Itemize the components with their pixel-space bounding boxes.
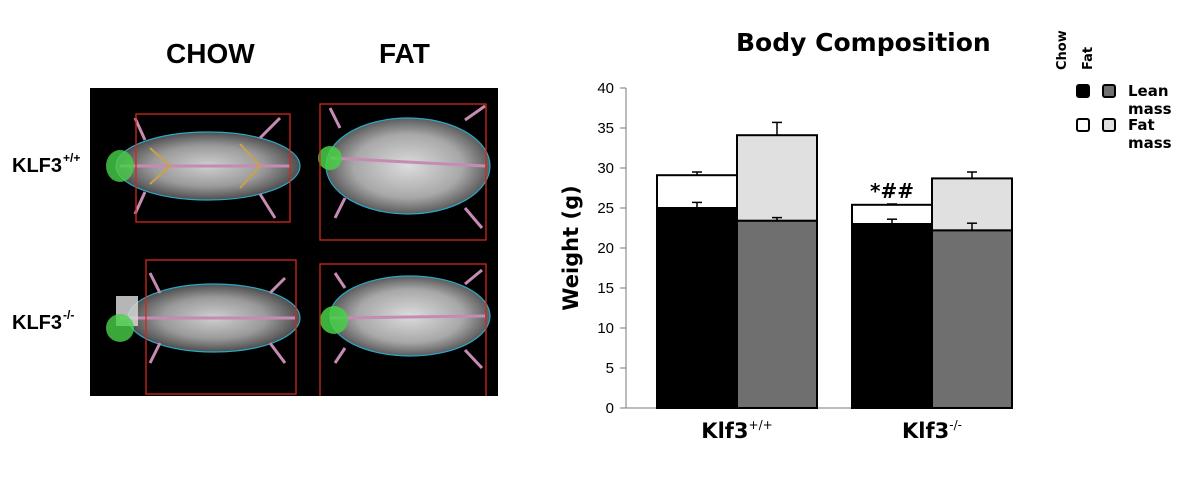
bar-lean-mass-wildtype-fat [736, 219, 818, 409]
dexa-scan-image [90, 88, 498, 396]
col-label-fat: FAT [379, 38, 430, 69]
y-tick-label: 30 [597, 160, 614, 177]
row-label-knockout: KLF3-/- [12, 308, 74, 335]
legend-swatch-fat-lean [1102, 84, 1116, 98]
y-axis-label: Weight (g) [559, 185, 583, 310]
chart-title: Body Composition [736, 28, 991, 57]
y-tick-label: 20 [597, 240, 614, 257]
y-tick-label: 25 [597, 200, 614, 217]
mouse-chow-wildtype [106, 113, 301, 223]
x-tick-label-knockout: Klf3-/- [902, 418, 962, 443]
legend-label-fat: Fat mass [1128, 116, 1172, 152]
dexa-scan-svg [90, 88, 498, 396]
y-tick-label: 0 [606, 400, 614, 417]
y-tick-label: 10 [597, 320, 614, 337]
row-label-knockout-sup: -/- [63, 308, 75, 322]
y-tick-label: 15 [597, 280, 614, 297]
legend-head-fat: Fat [1081, 46, 1096, 70]
mouse-fat-wildtype [318, 103, 491, 241]
legend-label-lean: Lean mass [1128, 82, 1172, 118]
bar-fat-mass-wildtype-fat [736, 134, 818, 222]
legend-head-chow: Chow [1055, 30, 1070, 70]
mouse-fat-knockout [319, 263, 491, 396]
legend-swatch-fat-fat [1102, 118, 1116, 132]
legend-swatch-chow-lean [1076, 84, 1090, 98]
row-label-wildtype: KLF3+/+ [12, 151, 80, 178]
y-tick-label: 35 [597, 120, 614, 137]
x-tick-label-wildtype: Klf3+/+ [701, 418, 772, 443]
row-label-wildtype-base: KLF3 [12, 155, 62, 177]
row-label-wildtype-sup: +/+ [63, 151, 81, 165]
col-label-chow: CHOW [166, 38, 255, 69]
bar-lean-mass-knockout-chow [851, 223, 933, 409]
significance-annotation: *## [870, 179, 914, 203]
row-label-knockout-base: KLF3 [12, 312, 62, 334]
y-tick-label: 40 [597, 80, 614, 97]
legend-swatch-chow-fat [1076, 118, 1090, 132]
bar-lean-mass-wildtype-chow [656, 207, 738, 409]
y-tick-label: 5 [606, 360, 614, 377]
mouse-chow-knockout [106, 259, 301, 395]
bar-lean-mass-knockout-fat [931, 229, 1013, 409]
bar-fat-mass-knockout-fat [931, 177, 1013, 232]
body-composition-chart: 0 5 10 15 20 25 30 35 40 Weight (g) Klf3+/+ Klf3-/-… [559, 80, 1013, 443]
